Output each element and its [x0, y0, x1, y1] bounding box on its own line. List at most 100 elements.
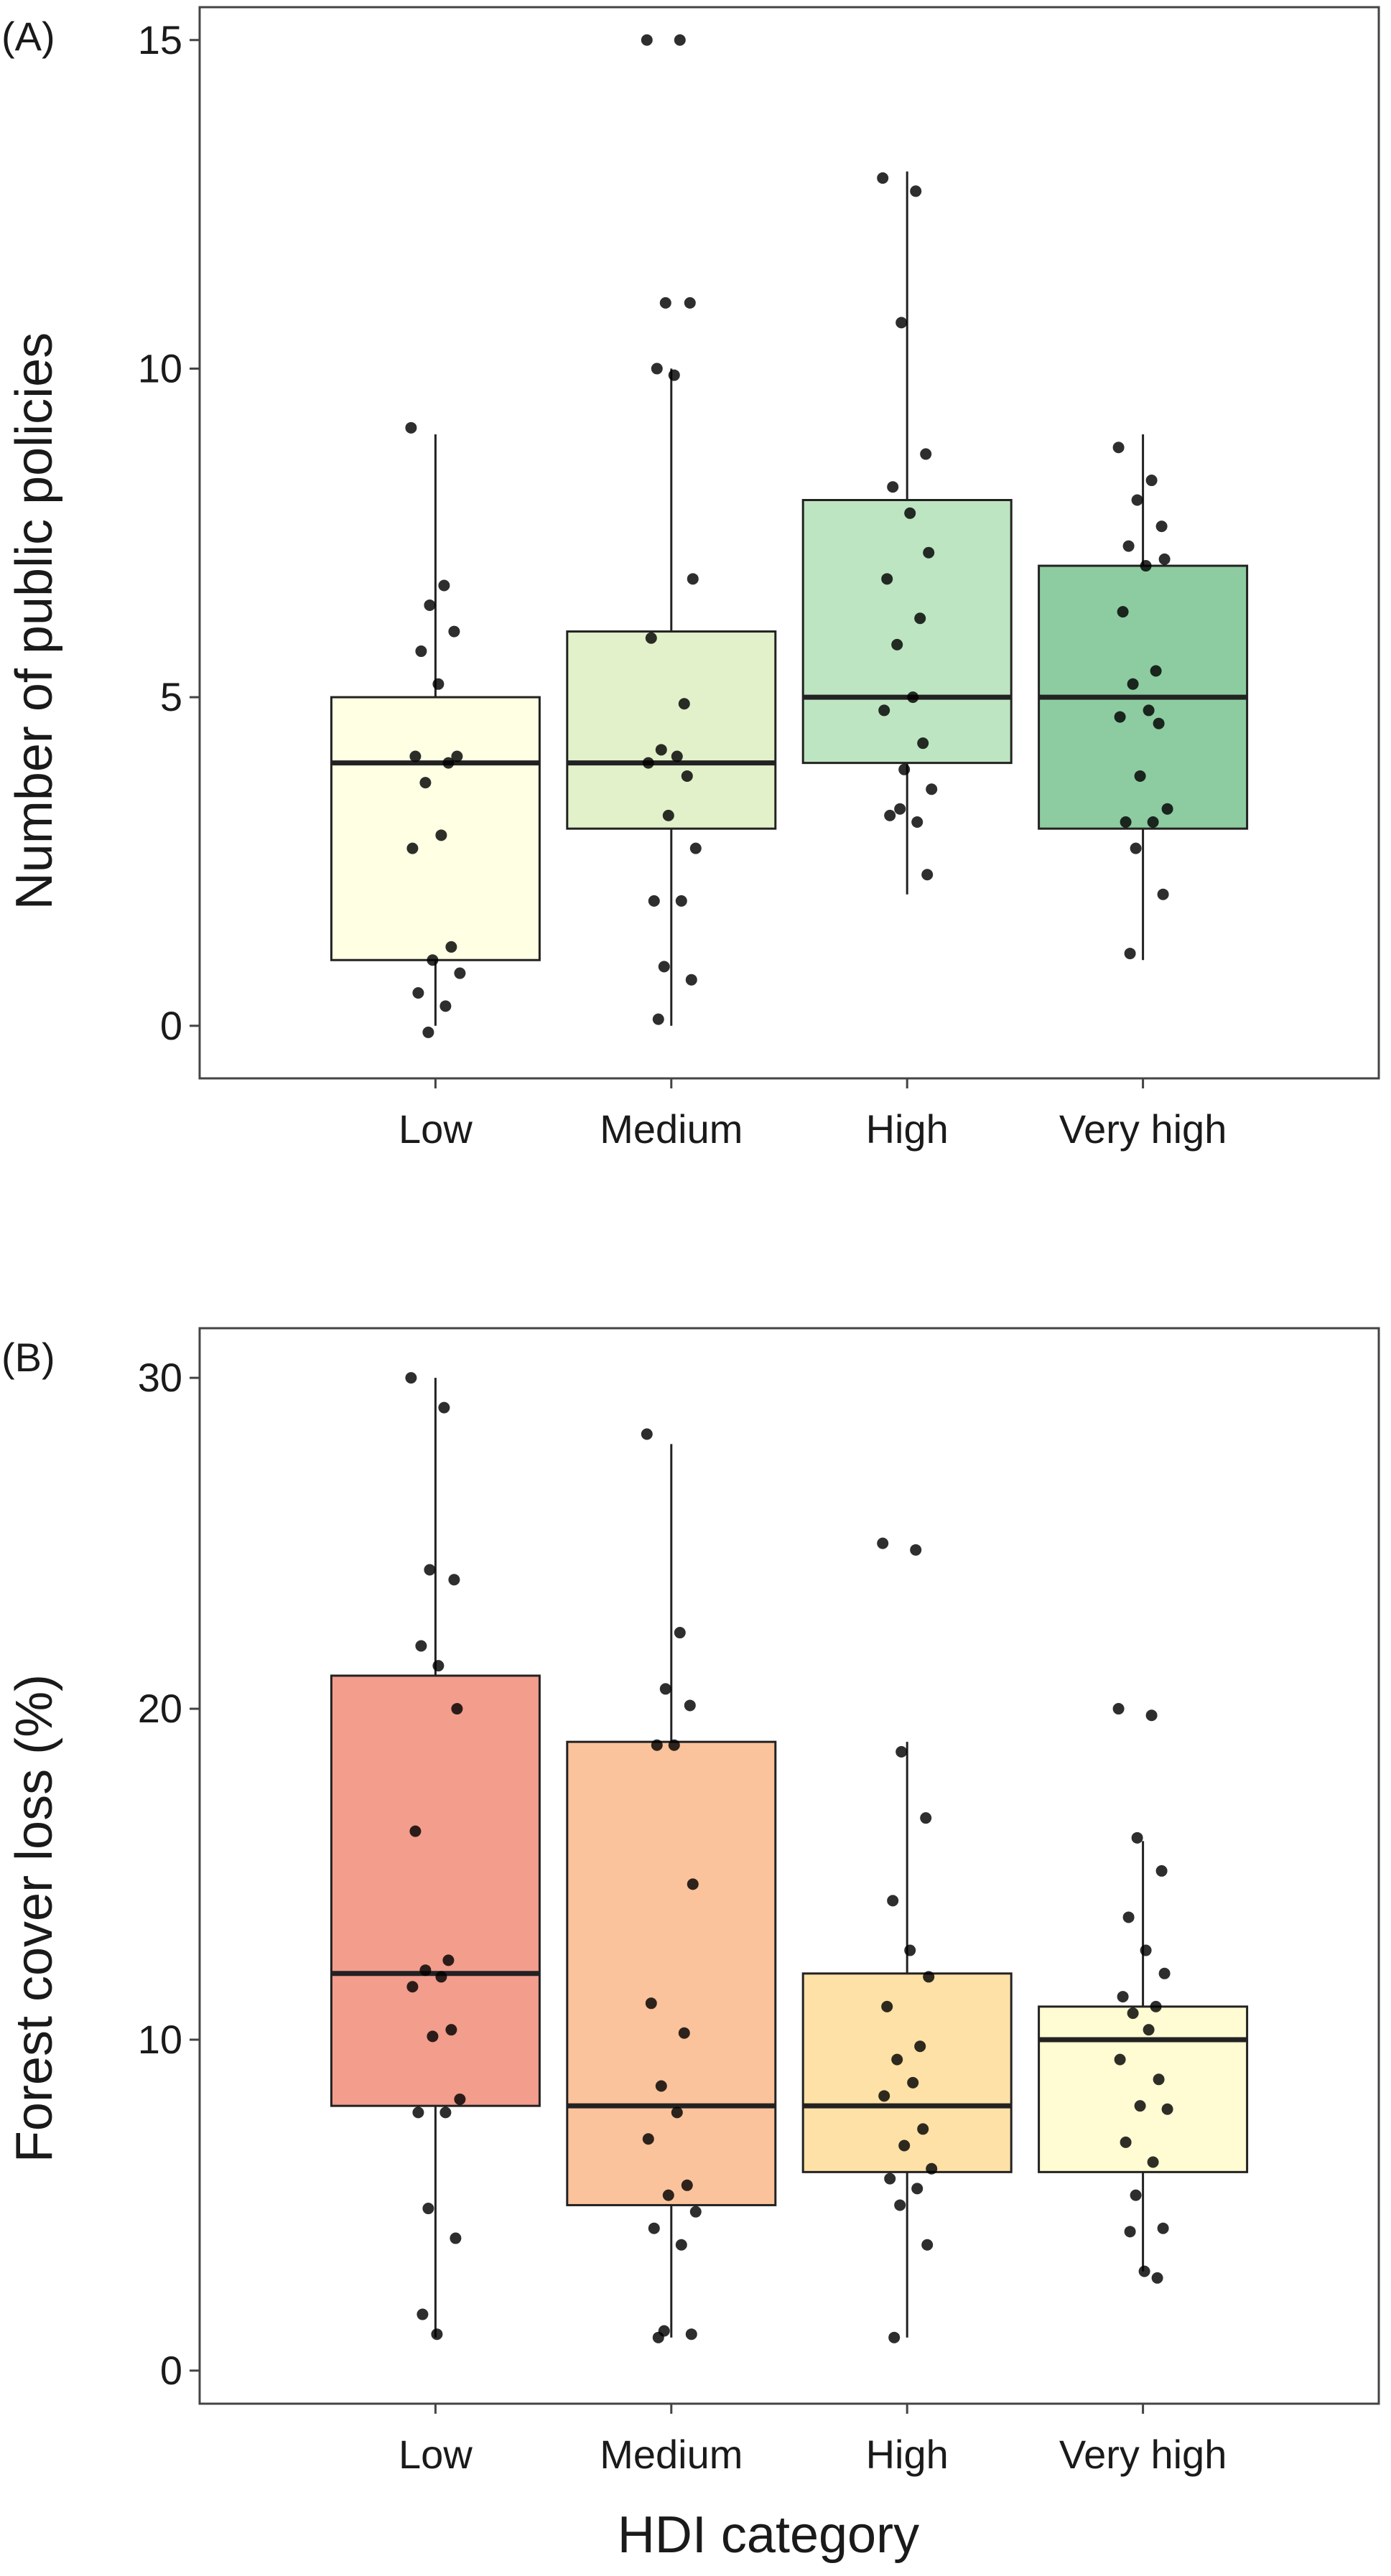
data-point [427, 2030, 439, 2043]
data-point [1150, 665, 1162, 677]
data-point [1157, 888, 1169, 900]
panel-b-plot-area: 0 10 20 30 Low Medium High Very high [138, 1327, 1380, 2477]
data-point [1122, 1911, 1135, 1923]
data-point [662, 2189, 674, 2201]
data-point [1120, 816, 1132, 829]
data-point [1158, 553, 1171, 565]
data-point [448, 625, 460, 638]
data-point [891, 638, 903, 650]
data-point [1140, 560, 1152, 572]
data-point [1161, 2103, 1173, 2115]
data-point [923, 546, 935, 559]
data-point [424, 1564, 436, 1576]
box-low [330, 1378, 541, 2338]
y-tick-label: 30 [138, 1355, 182, 1400]
data-point [1155, 521, 1168, 533]
data-point [926, 783, 938, 795]
data-point [877, 1537, 889, 1549]
data-point [1143, 704, 1155, 717]
data-point [1117, 1991, 1129, 2003]
data-point [641, 34, 653, 46]
data-point [652, 2331, 664, 2343]
x-tick-label: Medium [600, 2432, 743, 2477]
data-point [655, 744, 667, 756]
data-point [923, 1971, 935, 1983]
data-point [689, 2206, 702, 2218]
data-point [878, 2090, 890, 2102]
data-point [911, 2183, 924, 2195]
data-point [417, 2308, 429, 2320]
data-point [439, 1000, 452, 1012]
data-point [1127, 2007, 1139, 2020]
data-point [658, 961, 670, 973]
data-point [419, 1964, 432, 1977]
data-point [659, 297, 671, 309]
data-point [405, 421, 417, 434]
data-point [1122, 540, 1135, 552]
data-point [1134, 770, 1146, 782]
data-point [435, 1971, 447, 1983]
data-point [678, 698, 690, 710]
data-point [894, 2199, 906, 2211]
y-tick-label: 10 [138, 345, 182, 391]
panel-b: (B) Forest cover loss (%) 0 10 20 30 Low Medi… [1, 1327, 1380, 2564]
data-point [1150, 2000, 1162, 2012]
data-point [887, 1895, 899, 1907]
data-point [685, 2328, 697, 2341]
data-point [888, 2331, 901, 2343]
data-point [877, 172, 889, 184]
data-point [1140, 1944, 1152, 1956]
data-point [442, 1954, 455, 1966]
data-point [422, 2203, 434, 2215]
data-point [684, 1699, 696, 1712]
data-point [1145, 475, 1158, 487]
data-point [1153, 2073, 1165, 2086]
data-point [1124, 948, 1136, 960]
data-point [881, 2000, 893, 2012]
data-point [1117, 606, 1129, 618]
data-point [642, 2133, 654, 2145]
data-point [1157, 2222, 1169, 2234]
data-point [910, 185, 922, 197]
box-body [801, 1972, 1013, 2173]
data-point [917, 2123, 929, 2135]
data-point [415, 1640, 427, 1652]
data-point [1145, 1709, 1158, 1722]
box-high [801, 171, 1013, 895]
data-point [907, 2076, 919, 2089]
data-point [921, 869, 934, 881]
data-point [1153, 717, 1165, 729]
data-point [687, 1878, 699, 1890]
data-point [451, 1703, 463, 1715]
data-point [891, 2053, 903, 2066]
data-point [681, 770, 693, 782]
data-point [406, 842, 419, 854]
data-point [668, 369, 680, 381]
data-point [412, 2106, 424, 2119]
data-point [1130, 842, 1142, 854]
x-tick-label: High [866, 1106, 949, 1152]
panel-a-label: (A) [1, 14, 55, 59]
data-point [450, 2232, 462, 2244]
x-tick-label: Very high [1059, 2432, 1227, 2477]
data-point [427, 954, 439, 966]
x-tick-label: Low [399, 2432, 473, 2477]
data-point [881, 573, 893, 585]
box-body [330, 696, 541, 961]
data-point [1112, 1703, 1125, 1715]
data-point [438, 579, 450, 592]
data-point [651, 363, 663, 375]
data-point [405, 1372, 417, 1384]
data-point [655, 2080, 667, 2092]
data-point [419, 777, 432, 789]
box-very-high [1038, 434, 1249, 961]
data-point [412, 987, 424, 999]
data-point [415, 645, 427, 658]
data-point [651, 1739, 663, 1751]
data-point [409, 750, 422, 762]
data-point [921, 2239, 934, 2251]
data-point [907, 691, 919, 704]
data-point [448, 1574, 460, 1586]
panel-a-y-axis-label: Number of public policies [6, 332, 63, 910]
